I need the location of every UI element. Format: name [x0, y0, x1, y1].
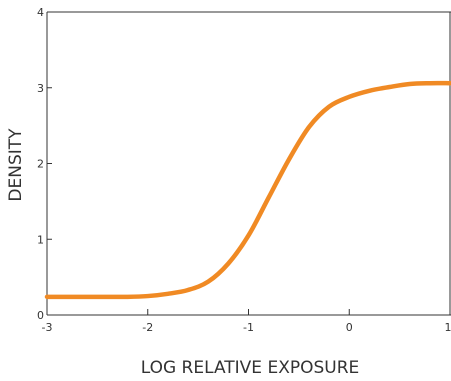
y-tick-label: 3 — [37, 82, 44, 95]
x-tick-label: -3 — [42, 321, 53, 334]
y-axis-title: DENSITY — [6, 128, 26, 202]
y-tick-label: 4 — [37, 6, 44, 19]
x-axis-title: LOG RELATIVE EXPOSURE — [141, 358, 360, 378]
x-tick-label: -2 — [142, 321, 153, 334]
x-tick-label: 0 — [346, 321, 353, 334]
x-axis-ticks: -3 -2 -1 0 1 — [42, 309, 451, 334]
y-axis-ticks: 0 1 2 3 4 — [37, 6, 52, 322]
y-tick-label: 0 — [37, 309, 44, 322]
x-tick-label: 1 — [445, 321, 451, 334]
y-tick-label: 2 — [37, 158, 44, 171]
x-tick-label: -1 — [243, 321, 254, 334]
density-curve — [44, 80, 451, 300]
y-tick-label: 1 — [37, 233, 44, 246]
